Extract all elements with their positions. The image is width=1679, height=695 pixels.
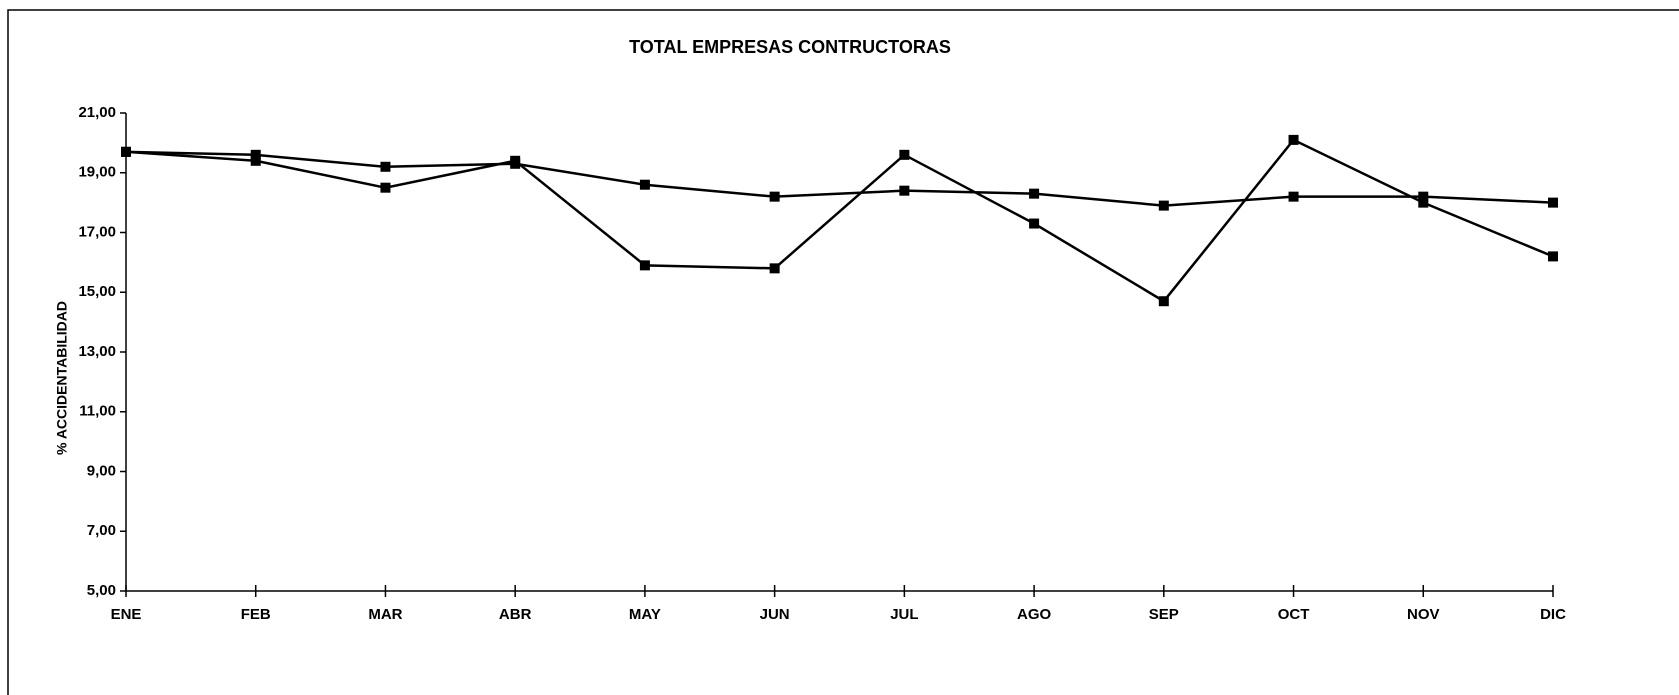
point-marker: [1158, 200, 1169, 211]
x-tick-label: SEP: [1149, 606, 1179, 623]
point-marker: [250, 155, 261, 166]
point-marker: [121, 146, 131, 157]
point-marker: [380, 161, 391, 172]
y-tick-label: 17,00: [78, 223, 116, 240]
point-marker: [1029, 188, 1040, 199]
point-marker: [380, 182, 391, 193]
point-marker: [769, 263, 780, 274]
y-tick-label: 9,00: [87, 462, 116, 479]
point-marker: [1158, 296, 1169, 307]
point-marker: [639, 179, 650, 190]
point-marker: [1288, 134, 1299, 145]
point-marker: [250, 149, 261, 160]
x-tick-label: JUN: [760, 606, 790, 623]
y-tick-label: 21,00: [78, 104, 116, 121]
y-tick-label: 15,00: [78, 283, 116, 300]
x-tick-label: FEB: [241, 606, 271, 623]
x-tick-label: ENE: [111, 606, 142, 623]
x-tick-label: NOV: [1407, 606, 1440, 623]
point-marker: [510, 158, 521, 169]
point-marker: [1288, 191, 1299, 202]
series-line: [125, 150, 1554, 207]
y-tick-label: 7,00: [87, 522, 116, 539]
x-tick-label: MAY: [629, 606, 661, 623]
point-marker: [1029, 218, 1040, 229]
point-marker: [1418, 191, 1429, 202]
point-marker: [899, 185, 910, 196]
chart-frame: [7, 9, 1679, 695]
x-tick-label: DIC: [1540, 606, 1566, 623]
point-marker: [1548, 251, 1558, 262]
x-tick-label: JUL: [890, 606, 918, 623]
point-marker: [899, 149, 910, 160]
x-tick-label: OCT: [1278, 606, 1310, 623]
point-marker: [639, 260, 650, 271]
y-tick-label: 19,00: [78, 164, 116, 181]
y-tick-label: 11,00: [79, 403, 116, 420]
point-marker: [769, 191, 780, 202]
x-tick-label: AGO: [1017, 606, 1052, 623]
x-tick-label: MAR: [368, 606, 402, 623]
x-tick-label: ABR: [499, 606, 532, 623]
y-tick-label: 13,00: [78, 343, 116, 360]
point-marker: [1418, 197, 1429, 208]
y-tick-label: 5,00: [87, 582, 116, 599]
point-marker: [1548, 197, 1558, 208]
chart-title: TOTAL EMPRESAS CONTRUCTORAS: [629, 37, 951, 57]
y-axis-label: % ACCIDENTABILIDAD: [54, 301, 70, 455]
series-line: [125, 138, 1554, 303]
